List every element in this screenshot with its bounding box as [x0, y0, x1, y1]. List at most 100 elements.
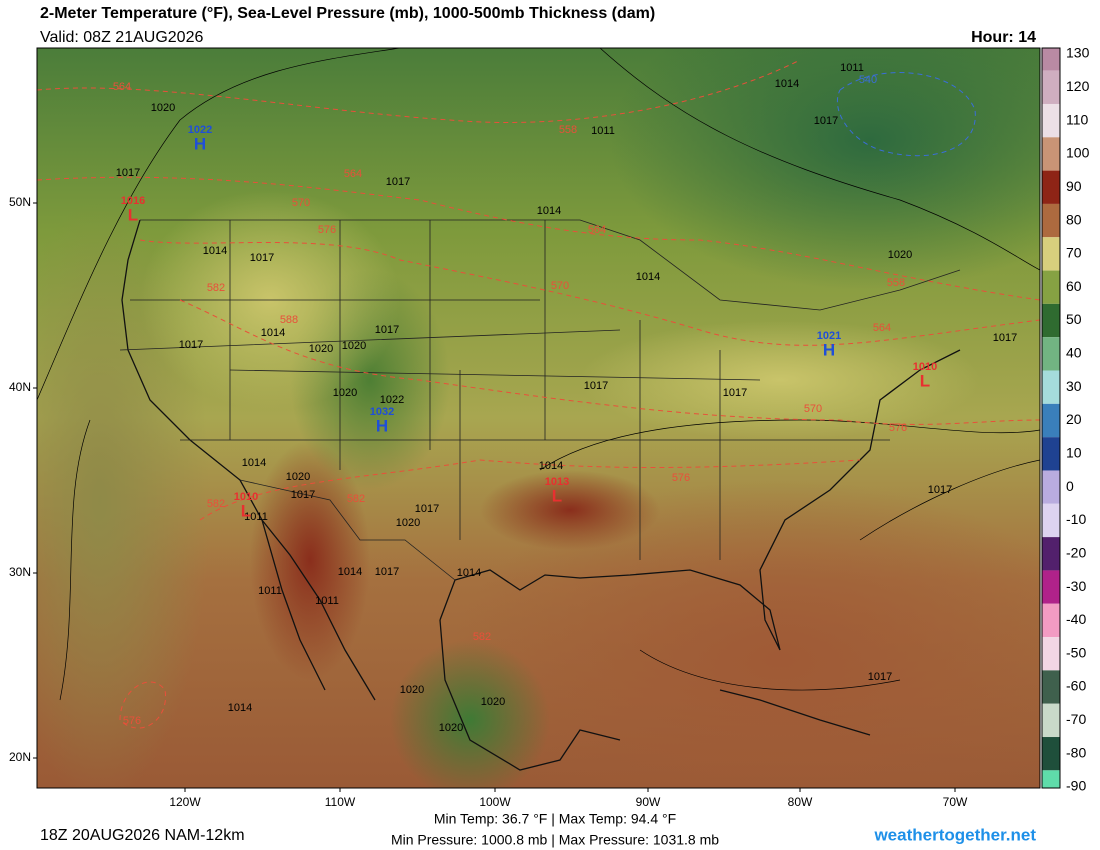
isobar-label: 1017 — [584, 380, 608, 392]
longitude-label: 70W — [943, 795, 968, 809]
isobar-label: 1020 — [888, 249, 912, 261]
colorbar-segment — [1042, 370, 1060, 404]
valid-time: Valid: 08Z 21AUG2026 — [40, 29, 203, 46]
colorbar-label: -40 — [1066, 611, 1086, 627]
isobar — [859, 459, 1040, 541]
colorbar-segment — [1042, 270, 1060, 304]
isobar — [539, 419, 1040, 471]
isobar-label: 1014 — [636, 271, 660, 283]
border — [140, 219, 961, 311]
coastline — [719, 689, 871, 736]
map-field — [390, 640, 550, 788]
low-pressure-symbol: L — [552, 486, 562, 505]
state-lines — [119, 299, 890, 441]
state-lines — [229, 220, 721, 560]
colorbar-label: 0 — [1066, 478, 1074, 494]
thickness-line — [37, 59, 801, 123]
colorbar-label: -20 — [1066, 544, 1086, 560]
high-pressure-value: 1032 — [370, 406, 394, 418]
colorbar-segment — [1042, 303, 1060, 338]
isobar-label: 1017 — [375, 324, 399, 336]
isobar-label: 1011 — [258, 585, 282, 597]
colorbar-label: -60 — [1066, 678, 1086, 694]
thickness-label: 576 — [889, 422, 907, 434]
colorbar-frame — [1041, 47, 1061, 789]
high-pressure-symbol: H — [376, 416, 388, 435]
low-pressure-value: 1016 — [121, 195, 145, 207]
colorbar-segment — [1042, 570, 1060, 604]
thickness-label: 564 — [113, 81, 131, 93]
isobar — [59, 419, 91, 701]
colorbar-label: 80 — [1066, 211, 1082, 227]
isobar-label: 1011 — [840, 62, 864, 74]
isobar-label: 1020 — [333, 387, 357, 399]
low-pressure-symbol: L — [128, 205, 138, 224]
isobar-label: 1017 — [291, 489, 315, 501]
coastline — [439, 349, 961, 651]
map-field — [610, 48, 1040, 290]
border — [239, 479, 456, 581]
isobar-label: 1022 — [380, 394, 404, 406]
colorbar-label: -90 — [1066, 778, 1086, 794]
isobar-label: 1017 — [386, 176, 410, 188]
isobar-label: 1011 — [315, 595, 339, 607]
isobar-label: 1014 — [203, 245, 227, 257]
colorbar-segment — [1042, 137, 1060, 171]
thickness-label: 564 — [873, 322, 891, 334]
isobar-label: 1020 — [309, 343, 333, 355]
low-pressure-value: 1010 — [234, 491, 258, 503]
longitude-label: 80W — [788, 795, 813, 809]
isobar — [37, 48, 401, 401]
colorbar-label: 70 — [1066, 245, 1082, 261]
temp-range: Min Temp: 36.7 °F | Max Temp: 94.4 °F — [434, 811, 676, 827]
colorbar-segment — [1042, 537, 1060, 571]
longitude-label: 120W — [169, 795, 201, 809]
latitude-label: 30N — [9, 565, 31, 579]
thickness-label: 582 — [207, 282, 225, 294]
colorbar-label: 10 — [1066, 445, 1082, 461]
low-pressure-value: 1013 — [545, 476, 569, 488]
colorbar-segment — [1042, 48, 1060, 71]
isobar-label: 1017 — [723, 387, 747, 399]
colorbar-segment — [1042, 403, 1060, 438]
thickness-line — [37, 176, 1040, 301]
colorbar-label: 30 — [1066, 378, 1082, 394]
colorbar-label: -10 — [1066, 511, 1086, 527]
colorbar-label: -50 — [1066, 644, 1086, 660]
longitude-label: 90W — [636, 795, 661, 809]
isobar-label: 1020 — [396, 517, 420, 529]
map-field — [480, 470, 660, 550]
colorbar-label: -70 — [1066, 711, 1086, 727]
colorbar-label: 40 — [1066, 345, 1082, 361]
coastline — [439, 619, 621, 771]
isobar — [599, 48, 1040, 271]
low-pressure-symbol: L — [241, 501, 251, 520]
borders — [119, 219, 961, 581]
map-field — [580, 320, 980, 440]
low-pressure-symbol: L — [920, 371, 930, 390]
isobar-label: 1011 — [244, 511, 268, 523]
map-labels: 1020 1017 1017 1014 1011 1014 1017 1014 1017 1020… — [113, 62, 1017, 734]
isobar-label: 1017 — [375, 566, 399, 578]
isobar-label: 1014 — [457, 567, 481, 579]
colorbar-segment — [1042, 770, 1060, 788]
colorbar-segment — [1042, 470, 1060, 504]
isobar-label: 1014 — [539, 460, 563, 472]
colorbar-segment — [1042, 203, 1060, 238]
isobar-label: 1020 — [439, 722, 463, 734]
forecast-hour: Hour: 14 — [971, 29, 1036, 46]
high-pressure-value: 1021 — [817, 330, 841, 342]
title: 2-Meter Temperature (°F), Sea-Level Pres… — [40, 5, 655, 22]
isobar-label: 1017 — [868, 671, 892, 683]
colorbar-label: 100 — [1066, 145, 1090, 161]
thickness-label: 564 — [588, 224, 606, 236]
thickness-line — [139, 239, 1040, 346]
isobar-label: 1014 — [775, 78, 799, 90]
isobars — [37, 48, 1040, 701]
colorbar-segment — [1042, 437, 1060, 471]
thickness-label: 588 — [280, 314, 298, 326]
thickness-label: 564 — [344, 168, 362, 180]
colorbar-segment — [1042, 337, 1060, 371]
thickness-line — [179, 299, 1040, 425]
